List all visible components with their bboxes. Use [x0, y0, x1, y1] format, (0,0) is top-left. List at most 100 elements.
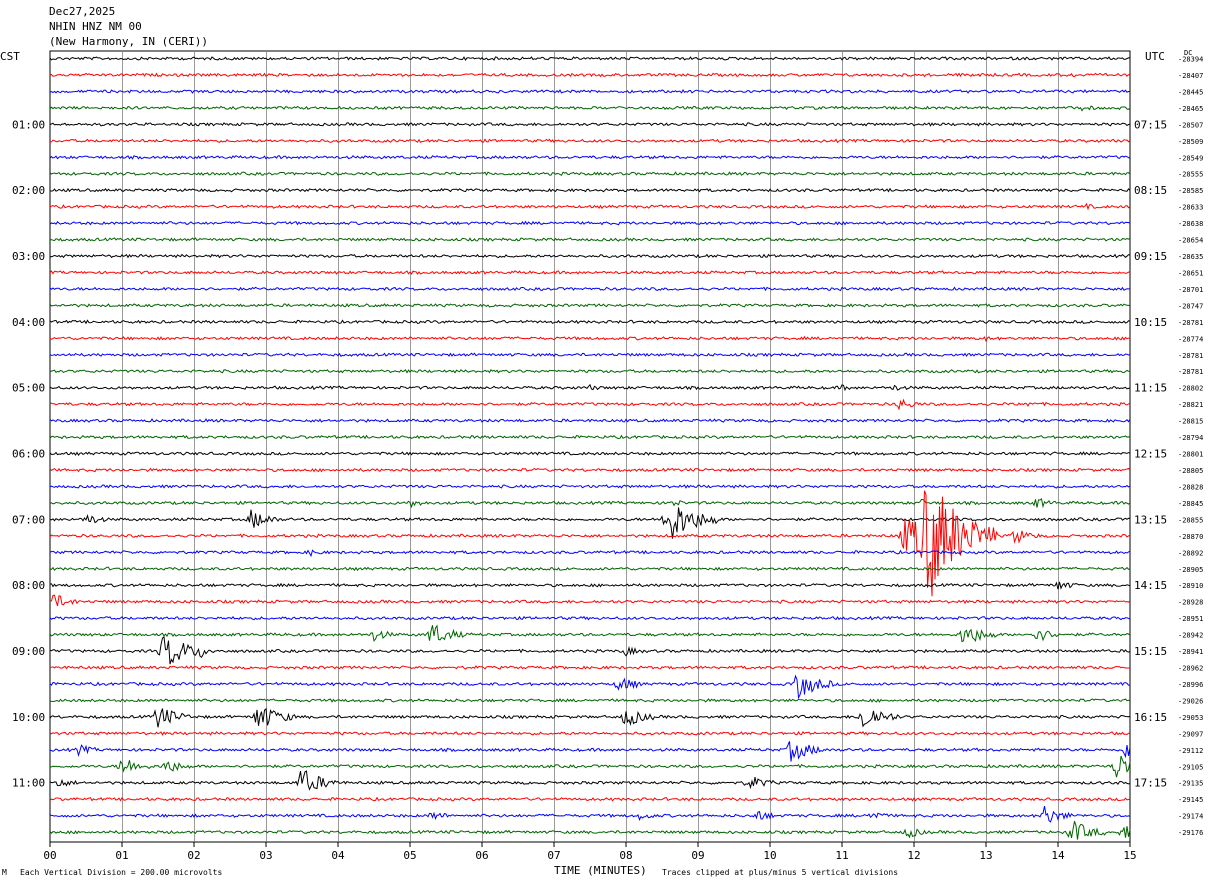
trace-26 — [49, 484, 1131, 489]
dc-offset-label: -28654 — [1178, 237, 1203, 245]
dc-label: DC — [1184, 49, 1193, 57]
dc-offset-label: -28821 — [1178, 401, 1203, 409]
trace-15 — [49, 303, 1131, 308]
dc-offset-label: -28633 — [1178, 204, 1203, 212]
trace-46 — [49, 805, 1131, 823]
trace-27 — [49, 498, 1131, 509]
trace-45 — [49, 796, 1131, 802]
trace-32 — [49, 581, 1131, 590]
dc-offset-label: -28802 — [1178, 385, 1203, 393]
right-time-label: 14:15 — [1134, 579, 1167, 592]
right-time-label: 11:15 — [1134, 382, 1167, 395]
right-timezone-label: UTC — [1145, 50, 1165, 63]
dc-offset-label: -28781 — [1178, 352, 1203, 360]
trace-1 — [49, 72, 1131, 78]
trace-23 — [49, 434, 1131, 440]
right-time-label: 10:15 — [1134, 316, 1167, 329]
right-time-axis: 07:15 08:15 09:15 10:15 11:15 12:15 13:15 14:15… — [1134, 118, 1167, 789]
left-time-label: 05:00 — [12, 382, 45, 395]
left-time-label: 03:00 — [12, 250, 45, 263]
dc-offset-label: -28794 — [1178, 434, 1203, 442]
trace-2 — [49, 89, 1131, 94]
trace-29 — [49, 490, 1131, 597]
x-tick-label: 08 — [619, 849, 632, 862]
dc-offset-label: -28555 — [1178, 171, 1203, 179]
trace-9 — [49, 202, 1131, 211]
plot-frame — [49, 50, 1131, 843]
x-axis-title: TIME (MINUTES) — [554, 864, 647, 877]
dc-offset-label: -28996 — [1178, 681, 1203, 689]
dc-offset-label: -29135 — [1178, 780, 1203, 788]
trace-30 — [49, 549, 1131, 558]
x-tick-label: 04 — [331, 849, 345, 862]
trace-4 — [49, 122, 1131, 127]
trace-0 — [49, 56, 1131, 61]
dc-offset-label: -28962 — [1178, 665, 1203, 673]
trace-39 — [49, 698, 1131, 703]
dc-offset-label: -28585 — [1178, 187, 1203, 195]
trace-41 — [49, 731, 1131, 736]
dc-offset-label: -28845 — [1178, 500, 1203, 508]
trace-22 — [49, 418, 1131, 423]
trace-25 — [49, 467, 1131, 473]
traces — [49, 56, 1131, 840]
right-time-label: 13:15 — [1134, 513, 1167, 526]
trace-40 — [49, 707, 1131, 728]
clip-note: Traces clipped at plus/minus 5 vertical … — [662, 868, 899, 877]
trace-33 — [49, 594, 1131, 607]
trace-47 — [49, 821, 1131, 840]
location-label: (New Harmony, IN (CERI)) — [49, 35, 208, 48]
dc-offset-label: -28774 — [1178, 335, 1203, 343]
dc-offset-label: -28509 — [1178, 138, 1203, 146]
trace-13 — [49, 270, 1131, 275]
trace-3 — [49, 105, 1131, 112]
trace-5 — [49, 138, 1131, 144]
left-time-label: 01:00 — [12, 118, 45, 131]
trace-37 — [49, 665, 1131, 670]
x-tick-label: 15 — [1123, 849, 1136, 862]
right-time-label: 09:15 — [1134, 250, 1167, 263]
dc-offset-label: -28701 — [1178, 286, 1203, 294]
x-axis: 00 01 02 03 04 05 06 07 08 09 10 11 12 13 14 15 — [43, 842, 1137, 862]
dc-offset-label: -28951 — [1178, 615, 1203, 623]
dc-offset-label: -28801 — [1178, 451, 1203, 459]
right-time-label: 12:15 — [1134, 448, 1167, 461]
x-tick-label: 09 — [691, 849, 704, 862]
left-timezone-label: CST — [0, 50, 20, 63]
right-time-label: 16:15 — [1134, 711, 1167, 724]
x-tick-label: 06 — [475, 849, 488, 862]
date-label: Dec27,2025 — [49, 5, 116, 18]
dc-offset-label: -28815 — [1178, 418, 1203, 426]
trace-10 — [49, 220, 1131, 226]
trace-28 — [49, 507, 1131, 539]
left-time-label: 07:00 — [12, 513, 45, 526]
dc-offset-label: -28781 — [1178, 319, 1203, 327]
right-time-label: 07:15 — [1134, 118, 1167, 131]
trace-43 — [49, 755, 1131, 778]
left-time-axis: 01:00 02:00 03:00 04:00 05:00 06:00 07:00 08:00… — [12, 118, 45, 789]
grid — [49, 50, 1131, 843]
right-time-label: 17:15 — [1134, 777, 1167, 790]
trace-7 — [49, 171, 1131, 176]
trace-42 — [49, 741, 1131, 762]
dc-offset-label: -28910 — [1178, 582, 1203, 590]
dc-offset-label: -29174 — [1178, 813, 1203, 821]
x-tick-label: 03 — [259, 849, 272, 862]
dc-offset-label: -28638 — [1178, 220, 1203, 228]
dc-offset-label: -28651 — [1178, 269, 1203, 277]
trace-31 — [49, 566, 1131, 572]
dc-offset-label: -28855 — [1178, 516, 1203, 524]
x-tick-label: 10 — [763, 849, 776, 862]
dc-offset-label: -28905 — [1178, 566, 1203, 574]
dc-offset-label: -28941 — [1178, 648, 1203, 656]
dc-offset-label: -29105 — [1178, 763, 1203, 771]
dc-offset-label: -28781 — [1178, 368, 1203, 376]
left-time-label: 06:00 — [12, 448, 45, 461]
x-tick-label: 05 — [403, 849, 416, 862]
trace-18 — [49, 352, 1131, 358]
trace-44 — [49, 770, 1131, 791]
x-tick-label: 01 — [115, 849, 128, 862]
x-tick-label: 13 — [979, 849, 992, 862]
trace-12 — [49, 253, 1131, 259]
